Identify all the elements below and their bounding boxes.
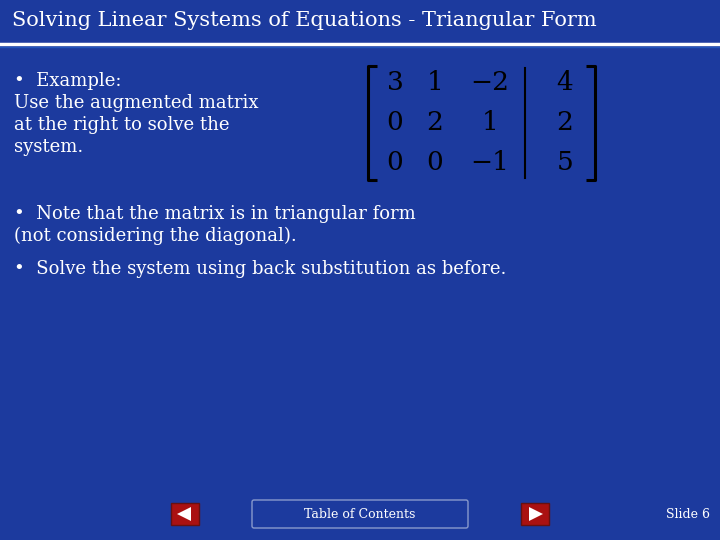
Text: 3: 3 [387, 71, 403, 96]
Polygon shape [177, 507, 191, 521]
Text: Slide 6: Slide 6 [666, 508, 710, 521]
Text: 0: 0 [387, 111, 403, 136]
Text: 2: 2 [426, 111, 444, 136]
Text: 5: 5 [557, 151, 573, 176]
Text: 0: 0 [387, 151, 403, 176]
Text: system.: system. [14, 138, 84, 156]
Polygon shape [529, 507, 543, 521]
Text: Use the augmented matrix: Use the augmented matrix [14, 94, 258, 112]
Text: •  Example:: • Example: [14, 72, 122, 90]
Text: (not considering the diagonal).: (not considering the diagonal). [14, 227, 297, 245]
Text: −2: −2 [470, 71, 510, 96]
Text: at the right to solve the: at the right to solve the [14, 116, 230, 134]
FancyBboxPatch shape [252, 500, 468, 528]
Text: 1: 1 [427, 71, 444, 96]
Text: Table of Contents: Table of Contents [305, 508, 415, 521]
Text: −1: −1 [471, 151, 510, 176]
Text: •  Solve the system using back substitution as before.: • Solve the system using back substituti… [14, 260, 506, 278]
Text: 1: 1 [482, 111, 498, 136]
FancyBboxPatch shape [0, 0, 720, 42]
Text: •  Note that the matrix is in triangular form: • Note that the matrix is in triangular … [14, 205, 415, 223]
FancyBboxPatch shape [171, 503, 199, 525]
Text: 4: 4 [557, 71, 573, 96]
Text: 2: 2 [557, 111, 573, 136]
FancyBboxPatch shape [521, 503, 549, 525]
Text: Solving Linear Systems of Equations - Triangular Form: Solving Linear Systems of Equations - Tr… [12, 11, 597, 30]
Text: 0: 0 [427, 151, 444, 176]
